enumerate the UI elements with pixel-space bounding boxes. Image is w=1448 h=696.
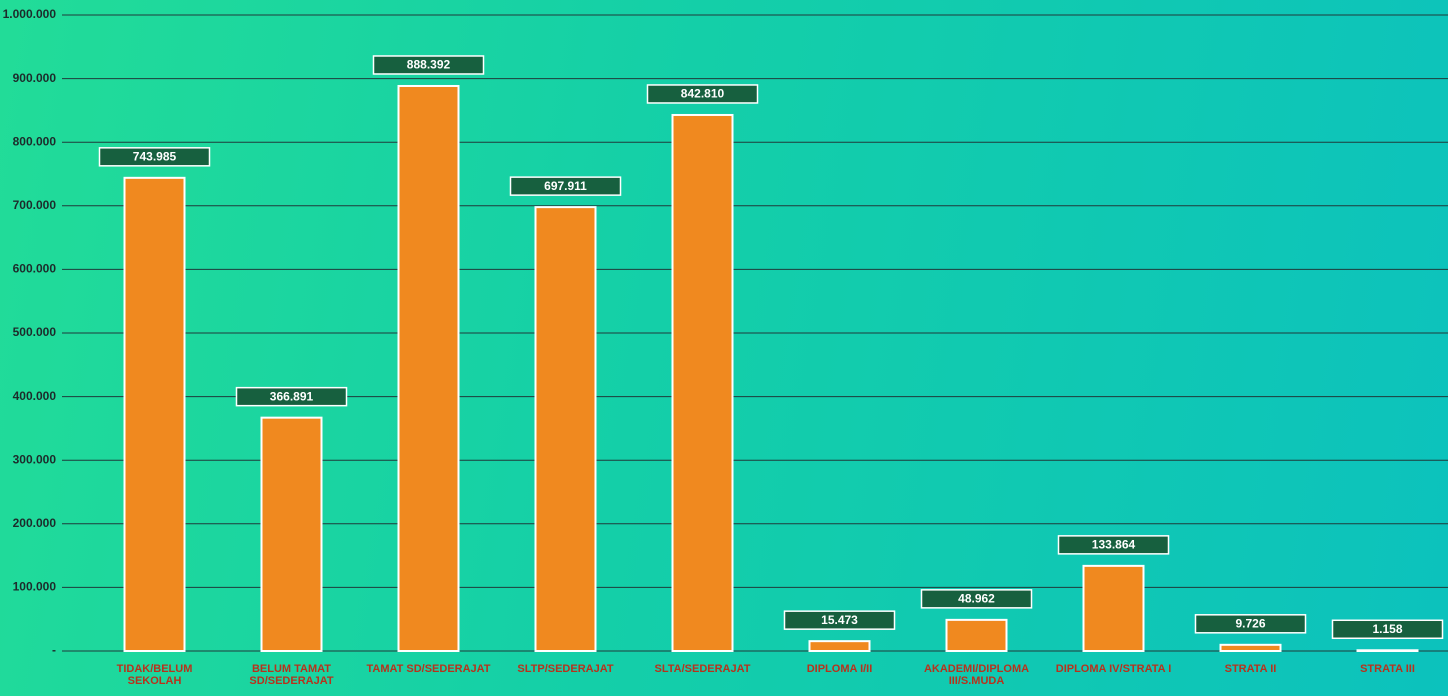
y-tick-label: 1.000.000 xyxy=(3,7,57,21)
bar xyxy=(260,416,323,652)
value-label-box xyxy=(783,610,896,630)
value-label: 743.985 xyxy=(133,149,177,163)
x-tick-label: SLTP/SEDERAJAT xyxy=(517,663,614,675)
value-label: 366.891 xyxy=(270,389,314,403)
bar xyxy=(671,113,734,652)
bar xyxy=(1356,649,1419,652)
x-tick-label: TAMAT SD/SEDERAJAT xyxy=(366,663,491,675)
value-label-box xyxy=(1331,619,1444,640)
y-tick-label: - xyxy=(52,643,56,657)
x-tick-label: STRATA II xyxy=(1224,663,1277,675)
value-label: 842.810 xyxy=(681,87,725,101)
value-label: 1.158 xyxy=(1372,622,1402,636)
value-label-box xyxy=(509,176,622,196)
value-label-box xyxy=(372,55,485,75)
bar xyxy=(945,618,1008,652)
value-label-box xyxy=(646,84,759,104)
value-label: 9.726 xyxy=(1235,616,1265,630)
y-tick-label: 400.000 xyxy=(13,389,57,403)
x-tick-label: DIPLOMA I/II xyxy=(806,663,873,675)
value-label-box xyxy=(1194,614,1307,634)
bar xyxy=(534,206,597,652)
value-label: 697.911 xyxy=(544,179,587,193)
value-label-box xyxy=(235,386,348,407)
x-tick-label: SLTA/SEDERAJAT xyxy=(654,663,751,675)
y-tick-label: 300.000 xyxy=(13,452,57,466)
x-tick-label: DIPLOMA IV/STRATA I xyxy=(1055,663,1172,675)
bar xyxy=(123,176,186,653)
x-tick-label: AKADEMI/DIPLOMA III/S.MUDA xyxy=(923,663,1030,687)
y-tick-label: 500.000 xyxy=(13,325,57,339)
bar xyxy=(1219,643,1282,653)
y-tick-label: 900.000 xyxy=(13,71,57,85)
x-tick-label: TIDAK/BELUM SEKOLAH xyxy=(116,663,193,687)
bar xyxy=(808,640,871,653)
bar xyxy=(1082,564,1145,652)
y-tick-label: 800.000 xyxy=(13,134,57,148)
value-label: 888.392 xyxy=(407,58,451,72)
value-label-box xyxy=(98,147,211,167)
value-label: 48.962 xyxy=(958,592,995,606)
y-tick-label: 200.000 xyxy=(13,516,57,530)
y-tick-label: 600.000 xyxy=(13,262,57,276)
x-tick-label: STRATA III xyxy=(1360,663,1415,675)
y-tick-label: 100.000 xyxy=(13,580,57,594)
value-label-box xyxy=(1057,535,1170,555)
x-tick-label: BELUM TAMAT SD/SEDERAJAT xyxy=(249,663,334,687)
value-label: 133.864 xyxy=(1092,538,1136,552)
bar xyxy=(397,84,460,653)
value-label: 15.473 xyxy=(821,613,858,627)
value-label-box xyxy=(920,589,1033,609)
y-tick-label: 700.000 xyxy=(13,198,57,212)
